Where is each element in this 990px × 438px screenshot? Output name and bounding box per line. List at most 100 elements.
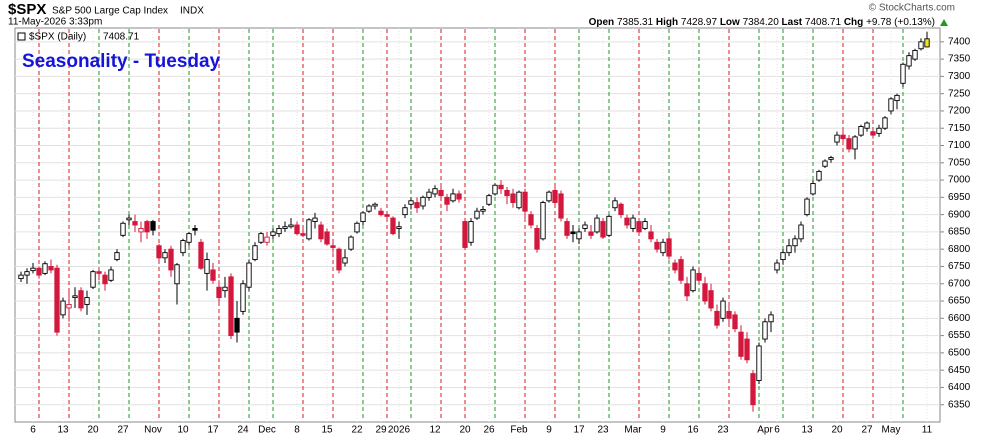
candle-body [156,245,162,259]
candle-body [780,252,786,261]
candle-body [474,210,480,219]
plot [15,28,940,422]
candle-body [666,238,672,257]
candle-body [744,338,750,361]
candle-body [396,226,402,229]
x-tick-label: 22 [351,425,363,436]
candle-body [462,221,468,248]
candle-body [264,236,270,243]
candle-body [270,231,276,236]
candle-body [372,203,378,207]
y-tick-label: 7100 [948,140,971,151]
y-tick-label: 7150 [948,123,971,134]
quote-name: Low [720,17,740,28]
x-tick-label: 9 [546,425,552,436]
candle-body [774,262,780,271]
candle-body [552,189,558,203]
candle-body [60,300,66,316]
x-tick-label: 29 [375,425,387,436]
candle-body [138,228,144,233]
x-tick-label: 12 [429,425,441,436]
candle-body [816,170,822,181]
candle-body [510,193,516,203]
copyright: © StockCharts.com [869,3,955,14]
y-tick-label: 6400 [948,382,971,393]
x-tick-label: 24 [237,425,249,436]
y-tick-label: 6900 [948,209,971,220]
candle-body [498,184,504,190]
legend-value: 7408.71 [103,32,140,43]
y-tick-label: 7250 [948,88,971,99]
candle-body [528,214,534,226]
candle-body [600,221,606,238]
y-tick-label: 7000 [948,175,971,186]
x-tick-label: 13 [801,425,813,436]
candle-body [798,224,804,240]
candle-body [204,259,210,274]
candle-body [810,183,816,195]
y-tick-label: 6650 [948,296,971,307]
candle-body [150,221,156,231]
quote-value: 7384.20 [743,17,780,28]
x-tick-label: 6 [30,425,36,436]
candle-body [420,196,426,207]
y-tick-label: 7350 [948,54,971,65]
candle-body [72,295,78,299]
candle-body [168,248,174,271]
candle-body [606,215,612,236]
candle-body [102,274,108,285]
y-tick-label: 6750 [948,261,971,272]
candle-body [198,241,204,269]
x-tick-label: 20 [459,425,471,436]
candle-body [912,50,918,60]
candle-body [486,195,492,205]
candle-body [702,283,708,302]
candle-body [66,304,72,309]
x-tick-label: 17 [573,425,585,436]
x-tick-label: Apr [757,425,773,436]
quote-name: Open [589,17,615,28]
y-tick-label: 6850 [948,227,971,238]
candle-body [228,276,234,337]
x-tick-label: 8 [294,425,300,436]
chart-title: Seasonality - Tuesday [22,51,221,72]
candle-body [330,245,336,248]
candle-body [426,191,432,198]
candle-body [738,331,744,357]
candle-body [846,138,852,150]
candle-body [240,283,246,312]
candle-body [540,202,546,240]
y-tick-label: 7300 [948,71,971,82]
candle-body [648,231,654,240]
quote-name: Last [782,17,803,28]
y-tick-label: 6950 [948,192,971,203]
up-arrow [940,19,948,26]
candle-body [378,210,384,216]
candle-body [906,55,912,67]
datetime: 11-May-2026 3:33pm [8,17,102,28]
candle-body [918,41,924,50]
candle-body [192,228,198,231]
candle-body [714,310,720,326]
candle-body [366,205,372,212]
candle-body [882,117,888,129]
candle-body [786,245,792,254]
candle-body [660,241,666,254]
x-tick-label: 13 [57,425,69,436]
candle-body [276,228,282,235]
candle-body [690,269,696,292]
candle-body [336,248,342,271]
candle-body [588,231,594,236]
quote: Open 7385.31 High 7428.97 Low 7384.20 La… [589,17,935,28]
candle-body [678,259,684,281]
candle-body [456,193,462,200]
quote-value: 7408.71 [805,17,842,28]
candle-body [618,203,624,216]
y-tick-label: 7400 [948,36,971,47]
legend-label: $SPX (Daily) [29,32,86,43]
candle-body [120,222,126,236]
candle-body [48,266,54,271]
candle-body [522,191,528,212]
candle-body [294,224,300,235]
candle-body [762,321,768,340]
